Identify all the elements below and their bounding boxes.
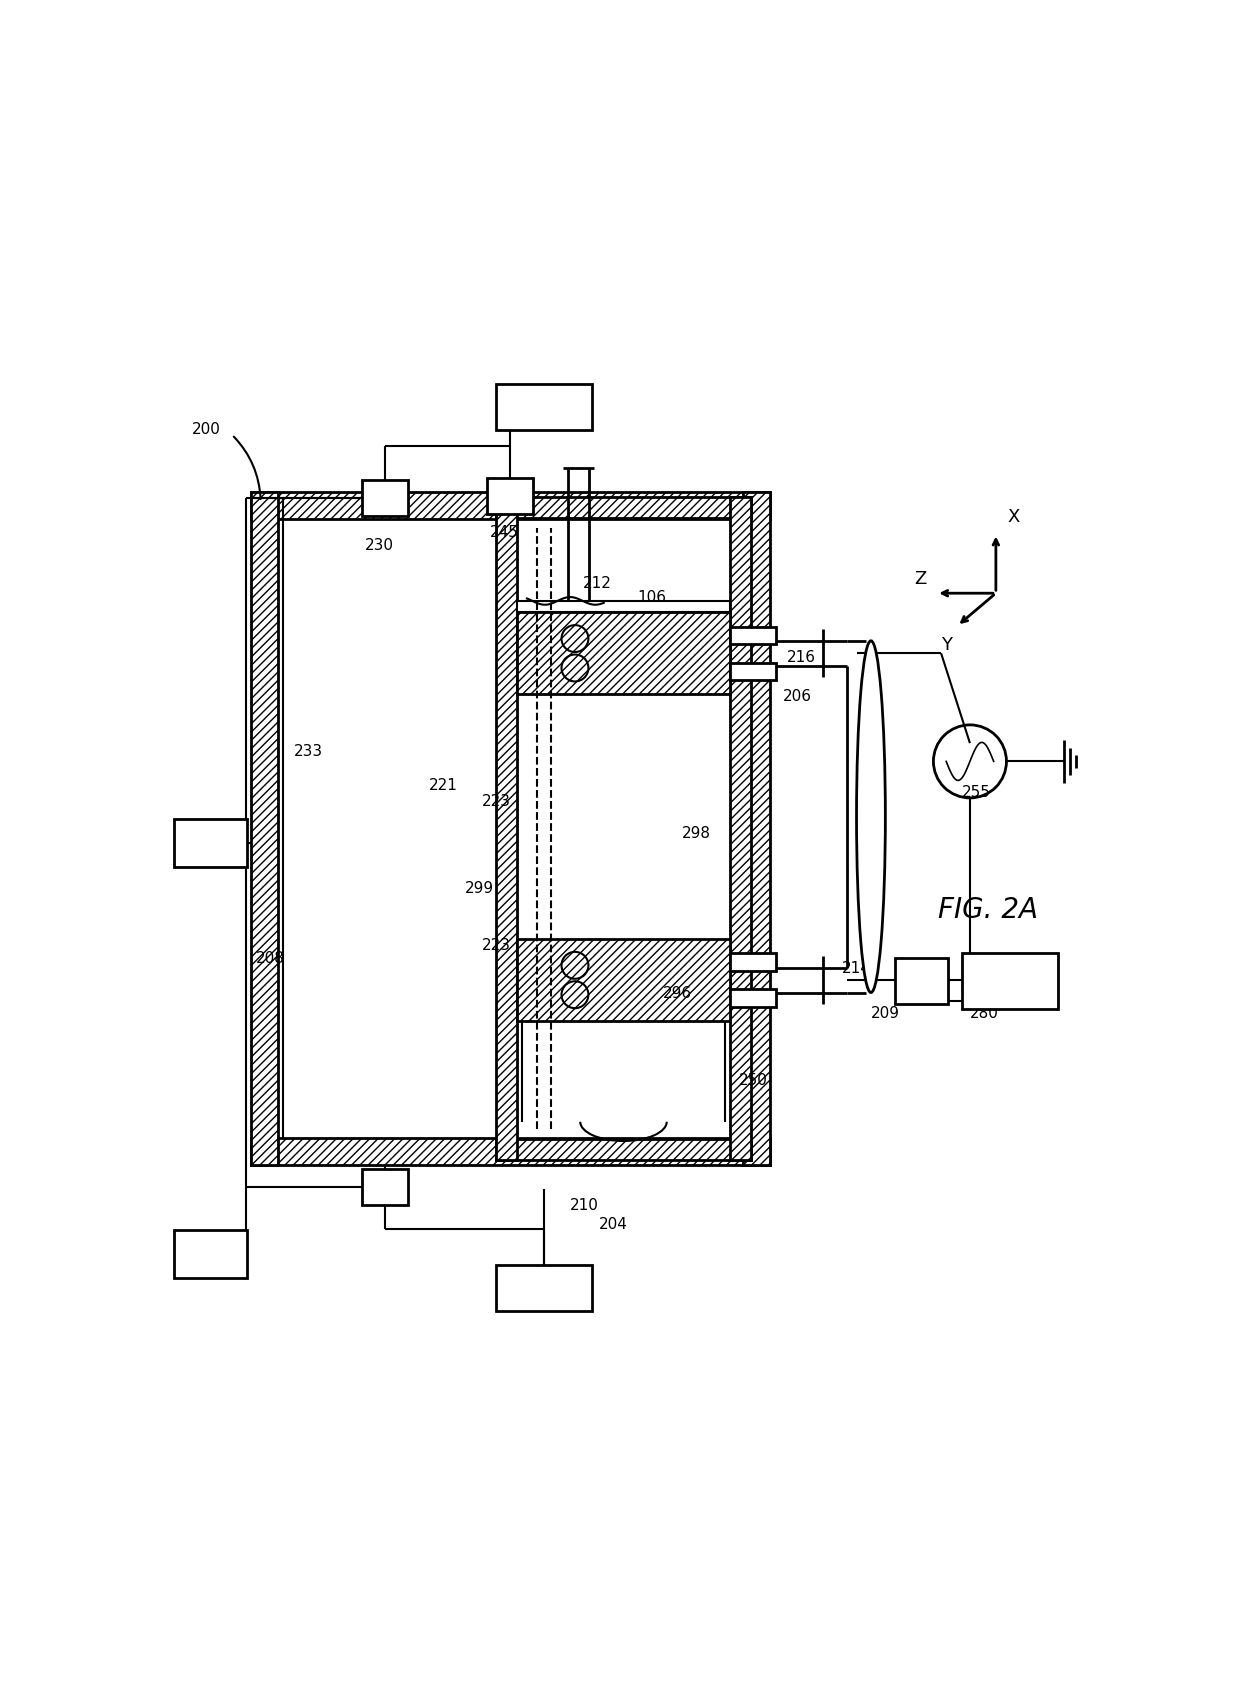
Text: 210: 210 [570,1197,599,1212]
Bar [496,384,593,430]
Bar [250,492,278,1165]
Text: 204: 204 [599,1217,627,1233]
Text: 214: 214 [842,961,870,976]
Bar [729,990,776,1007]
Text: 106: 106 [637,589,666,604]
Text: 233: 233 [294,744,322,759]
Bar [962,953,1059,1009]
Text: X: X [1007,508,1019,526]
Text: 223: 223 [481,939,511,953]
Text: 299: 299 [465,881,494,897]
Text: 222B: 222B [529,1277,569,1292]
Bar [517,518,729,1139]
Text: 208: 208 [255,951,285,966]
Text: 298: 298 [682,825,711,841]
Text: 243: 243 [176,1253,205,1268]
Bar [174,1231,247,1279]
Text: 209: 209 [870,1005,900,1020]
Text: 230: 230 [365,538,393,552]
Text: 250: 250 [739,1073,768,1088]
Bar [729,627,776,644]
Text: FIG. 2A: FIG. 2A [939,897,1038,924]
Bar [895,958,947,1004]
Bar [743,492,770,1165]
Bar [250,1138,770,1165]
Text: 206: 206 [782,689,811,703]
Bar [496,498,517,1160]
Text: 280: 280 [970,1005,998,1020]
Text: 232: 232 [176,835,205,851]
Bar [496,498,750,518]
Ellipse shape [857,640,885,993]
Text: 216: 216 [787,650,816,666]
Bar [486,477,533,514]
Bar [517,601,729,613]
Text: 245: 245 [490,525,518,540]
Bar [362,481,408,516]
Text: Y: Y [941,635,952,654]
Bar [250,492,770,520]
Text: 296: 296 [662,987,692,1002]
Text: 221: 221 [429,778,458,793]
Bar [362,1168,408,1206]
Text: 255: 255 [962,784,991,800]
Bar [729,662,776,679]
Bar [517,613,729,694]
Text: 200: 200 [191,423,221,438]
Bar [174,818,247,868]
Text: 230: 230 [365,1168,393,1184]
Bar [517,939,729,1020]
Text: Z: Z [914,571,926,589]
Text: 212: 212 [583,576,611,591]
Bar [496,1139,750,1160]
Text: 223: 223 [481,795,511,810]
Bar [278,520,743,1138]
Bar [729,498,751,1160]
Bar [729,953,776,971]
Text: 222A: 222A [529,413,569,428]
Bar [496,1265,593,1311]
